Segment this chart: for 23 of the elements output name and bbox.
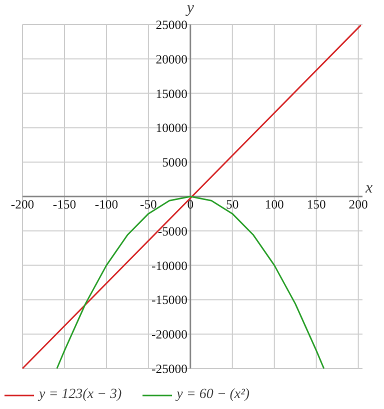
x-axis-title: x	[364, 180, 373, 196]
y-tick-label: 15000	[156, 86, 188, 101]
legend-label: y = 60 − (x²)	[176, 387, 250, 403]
y-tick-label: -20000	[152, 328, 188, 342]
x-tick-label: 0	[187, 198, 194, 212]
y-tick-label: 25000	[156, 18, 188, 32]
y-tick-label: 5000	[162, 156, 188, 170]
x-tick-label: -200	[10, 198, 34, 212]
x-tick-label: -100	[94, 198, 118, 212]
legend-label: y = 123(x − 3)	[39, 387, 122, 403]
y-tick-label: -25000	[152, 362, 188, 376]
y-tick-label: 10000	[156, 121, 188, 136]
x-tick-label: -150	[52, 198, 76, 212]
y-axis-title: y	[184, 0, 195, 16]
y-tick-label: -5000	[158, 224, 188, 238]
x-tick-label: 50	[226, 198, 239, 212]
y-tick-label: -15000	[152, 293, 188, 308]
y-tick-label: -10000	[152, 258, 188, 273]
x-tick-label: -50	[140, 198, 157, 212]
x-tick-label: 100	[264, 198, 284, 212]
y-tick-label: 20000	[156, 52, 188, 66]
x-tick-label: 150	[306, 198, 326, 212]
x-tick-label: 200	[348, 198, 368, 212]
